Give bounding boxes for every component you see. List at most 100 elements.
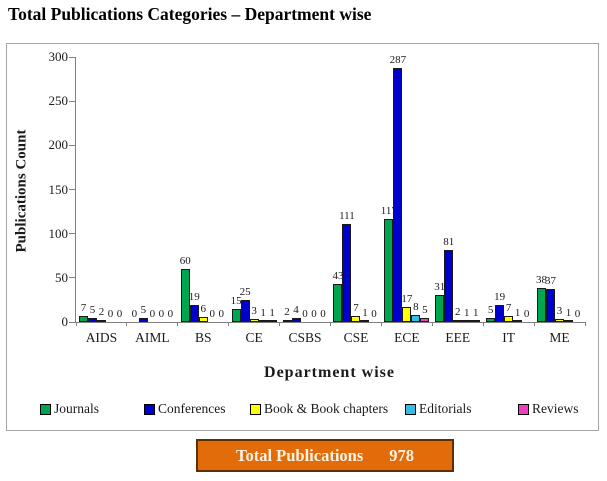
category-label: CSE (343, 330, 369, 345)
bar-value-label: 5 (422, 303, 428, 316)
bar (537, 288, 547, 322)
bar-value-label: 19 (188, 291, 200, 304)
legend-swatch (518, 403, 529, 415)
legend-swatch (144, 403, 155, 415)
bar-value-label: 7 (80, 301, 87, 314)
bar (249, 319, 259, 322)
bar-value-label: 1 (473, 307, 479, 320)
bar-value-label: 2 (98, 306, 105, 319)
y-tick-label: 200 (48, 137, 69, 153)
bar-value-label: 0 (574, 308, 581, 320)
category-label: AIDS (85, 330, 118, 345)
bar-value-label: 7 (353, 301, 359, 314)
bar (291, 318, 301, 322)
bar (180, 269, 190, 322)
bar (453, 320, 463, 322)
bar (282, 320, 292, 322)
x-tick (330, 322, 331, 326)
bar-value-label: 38 (536, 274, 548, 287)
bar-value-label: 5 (140, 303, 147, 316)
bar-value-label: 3 (556, 305, 563, 318)
bar-value-label: 81 (443, 236, 455, 249)
bar (504, 315, 514, 322)
bar-value-label: 1 (565, 307, 572, 320)
legend-item: Book & Book chapters (250, 401, 388, 417)
category-label: ME (549, 330, 570, 345)
legend-label: Conferences (158, 401, 226, 416)
total-publications-banner: Total Publications 978 (196, 439, 454, 472)
bar-value-label: 60 (179, 255, 191, 267)
y-axis-title: Publications Count (13, 129, 30, 253)
bar-value-label: 0 (209, 308, 216, 320)
bar-value-label: 0 (302, 308, 308, 320)
bar-value-label: 117 (380, 204, 397, 217)
bar (495, 305, 505, 322)
category-label: CE (245, 330, 263, 345)
legend-swatch (40, 403, 51, 415)
x-tick (533, 322, 535, 326)
bar-value-label: 31 (434, 280, 446, 293)
plot-area: 0 50 100 150 200 250 300 AIDS 7 5 2 0 0 AIML 0 5 0 0 0 BS 60… (49, 50, 586, 345)
bar-value-label: 287 (389, 54, 407, 67)
bar-value-label: 0 (320, 308, 326, 320)
x-tick (177, 322, 179, 326)
bar (333, 284, 343, 322)
bar-value-label: 111 (339, 209, 355, 222)
category-label: IT (502, 330, 515, 345)
legend-item: Editorials (405, 401, 472, 417)
y-tick (69, 56, 75, 58)
y-tick (69, 100, 75, 102)
x-tick (380, 322, 382, 326)
bar (96, 320, 106, 322)
bar (564, 320, 574, 322)
bar-value-label: 5 (89, 303, 96, 316)
bar (471, 320, 481, 322)
bar-value-label: 25 (239, 285, 251, 298)
legend-label: Reviews (532, 401, 579, 416)
bar-value-label: 0 (311, 308, 317, 320)
y-tick-label: 150 (48, 181, 69, 197)
bar (411, 314, 421, 322)
bar (462, 320, 472, 322)
bar-value-label: 2 (455, 306, 461, 319)
bar-value-label: 3 (251, 305, 257, 318)
legend-label: Book & Book chapters (264, 401, 389, 416)
y-tick (69, 144, 75, 146)
bar-value-label: 0 (107, 308, 114, 320)
x-tick (126, 322, 128, 326)
bar-value-label: 15 (230, 294, 242, 307)
bar (393, 68, 403, 322)
bar-value-label: 0 (131, 308, 138, 320)
bar (87, 317, 97, 322)
legend-item: Conferences (144, 401, 225, 417)
bar-value-label: 2 (284, 306, 290, 319)
x-tick (482, 322, 484, 326)
bar-value-label: 37 (545, 275, 557, 288)
bar (444, 250, 454, 322)
bar-value-label: 17 (401, 292, 413, 305)
y-tick (69, 277, 75, 279)
bar-value-label: 43 (332, 270, 344, 283)
bar-value-label: 5 (487, 303, 494, 316)
bar (360, 320, 370, 322)
x-tick (279, 322, 281, 326)
chart-frame (6, 43, 599, 431)
y-tick-label: 50 (55, 269, 68, 285)
legend-item: Reviews (518, 401, 579, 417)
y-tick (69, 321, 75, 323)
bar (384, 218, 394, 322)
bar (546, 289, 556, 322)
bar (435, 294, 445, 322)
bar-value-label: 6 (200, 302, 207, 315)
bar (351, 315, 361, 322)
x-axis-title: Department wise (264, 364, 395, 381)
legend-item: Journals (40, 401, 99, 417)
bar-value-label: 0 (158, 308, 165, 320)
bar (267, 320, 277, 322)
page-title: Total Publications Categories – Departme… (8, 4, 372, 24)
category-label: CSBS (288, 330, 322, 345)
x-tick (228, 322, 230, 326)
x-tick (584, 322, 586, 326)
x-tick (75, 322, 77, 326)
bar (420, 317, 430, 322)
